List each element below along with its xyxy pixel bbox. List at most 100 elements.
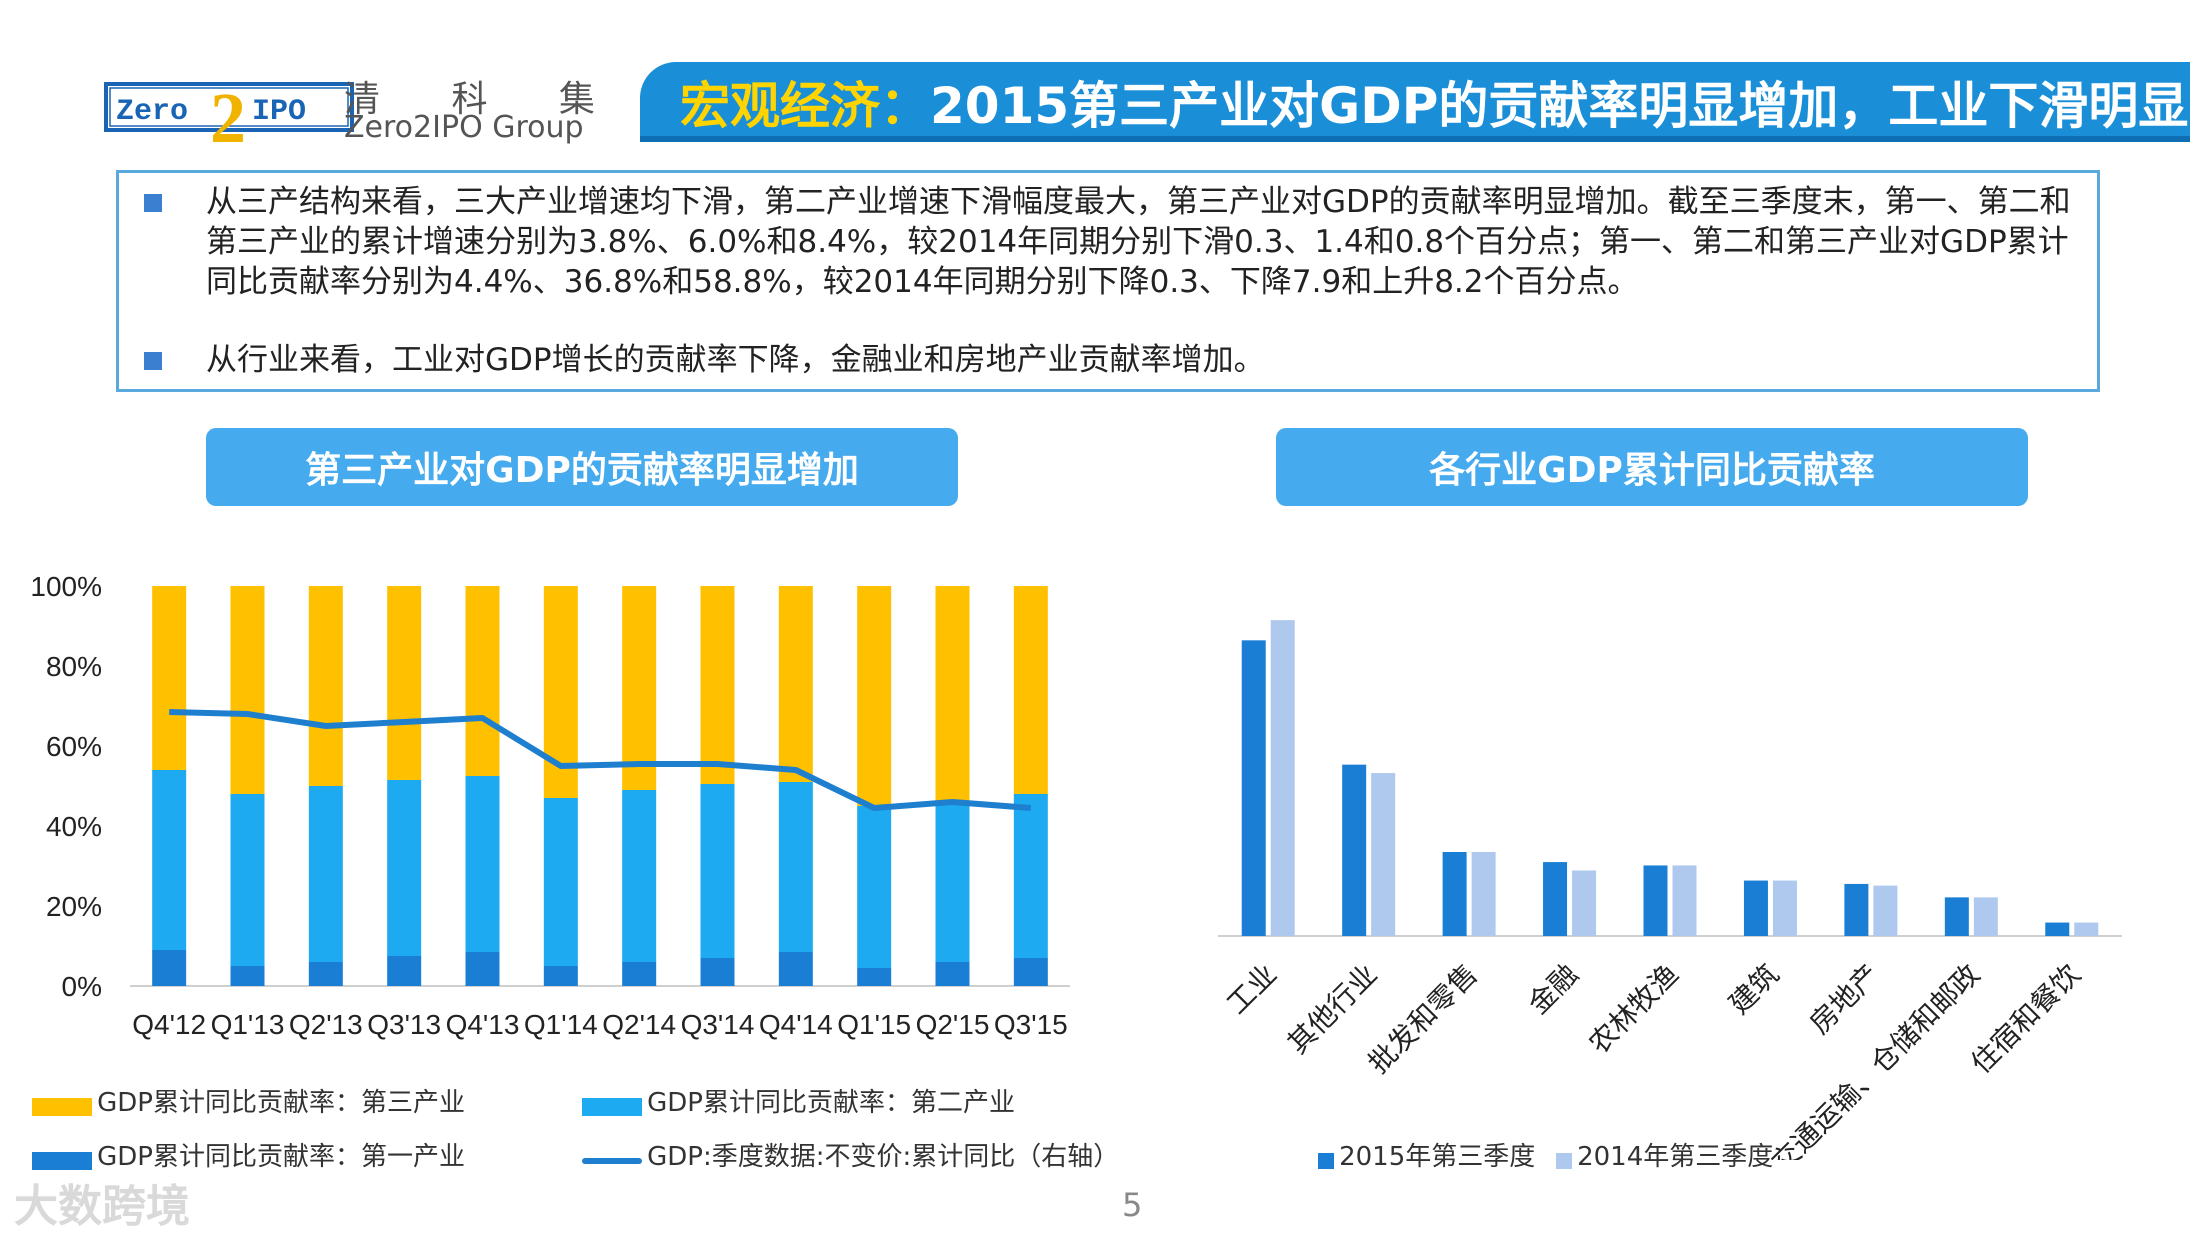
company-name-en: Zero2IPO Group [344,110,584,145]
bar-2014q3 [1873,885,1898,936]
x-tick-label: Q1'13 [211,1009,285,1040]
x-tick-label: Q3'14 [681,1009,755,1040]
legend-item-secondary: GDP累计同比贡献率：第二产业 [582,1082,1015,1119]
legend-swatch-2014q3 [1556,1152,1572,1169]
bar-segment-primary [857,968,892,986]
bar-segment-primary [778,952,813,986]
bullet-square-icon [144,352,162,370]
watermark: 大数跨境 [14,1181,190,1232]
bar-segment-tertiary [465,586,500,776]
bar-segment-secondary [935,802,970,962]
bar-2015q3 [1241,640,1266,936]
x-tick-label: 房地产 [1804,958,1885,1039]
bar-segment-tertiary [935,586,970,802]
legend-swatch-primary [32,1151,92,1170]
bar-segment-primary [935,962,970,986]
legend-swatch-secondary [582,1097,642,1116]
legend-item-primary: GDP累计同比贡献率：第一产业 [32,1136,465,1173]
title-underline [640,136,2190,142]
y-tick-label: 80% [46,651,102,682]
gdp-growth-line [169,709,1032,811]
bar-segment-secondary [1013,794,1048,958]
bar-segment-secondary [622,790,657,962]
bar-segment-primary [543,966,578,986]
x-tick-label: Q3'13 [367,1009,441,1040]
title-highlight: 宏观经济： [680,77,930,135]
title-banner [640,62,2190,136]
bar-2015q3 [1442,852,1467,936]
logo-word-right: IPO [252,95,306,129]
bar-2015q3 [1543,862,1568,936]
legend-label-secondary: GDP累计同比贡献率：第二产业 [647,1088,1015,1118]
page-number: 5 [1122,1186,1143,1224]
bar-segment-tertiary [1013,586,1048,794]
bar-2015q3 [1944,897,1969,936]
logo-word-left: Zero [116,95,188,129]
bar-2015q3 [2045,922,2070,936]
x-tick-label: 金融 [1522,958,1584,1020]
legend-label-primary: GDP累计同比贡献率：第一产业 [97,1142,465,1172]
legend-item-gdp-line: GDP:季度数据:不变价:累计同比（右轴） [582,1136,1119,1173]
bar-segment-tertiary [622,586,657,790]
x-tick-label: Q2'14 [602,1009,676,1040]
bar-2014q3 [2074,922,2099,936]
bar-segment-tertiary [152,586,187,770]
bar-2014q3 [1772,880,1797,936]
legend-swatch-2015q3 [1318,1152,1334,1169]
bar-2015q3 [1844,883,1869,936]
x-tick-label: 其他行业 [1282,958,1383,1059]
y-tick-label: 60% [46,731,102,762]
bar-segment-tertiary [387,586,422,780]
summary-box [116,170,2100,392]
bullet-square-icon [144,194,162,212]
logo-numeral: 2 [210,78,246,146]
bar-2015q3 [1342,764,1367,936]
x-tick-label: 批发和零售 [1362,958,1483,1079]
legend-item-tertiary: GDP累计同比贡献率：第三产业 [32,1082,465,1119]
bar-segment-primary [1013,958,1048,986]
legend-label-2015q3: 2015年第三季度 [1339,1142,1536,1172]
left-chart-header: 第三产业对GDP的贡献率明显增加 [206,428,958,506]
y-tick-label: 20% [46,891,102,922]
zero2ipo-logo: Zero 2 IPO [104,76,354,158]
bar-segment-primary [387,956,422,986]
bar-segment-primary [465,952,500,986]
x-tick-label: Q4'13 [446,1009,520,1040]
legend-item-2014q3: 2014年第三季度 [1556,1136,1773,1173]
title-rest: 2015第三产业对GDP的贡献率明显增加，工业下滑明显 [930,77,2189,135]
bar-segment-tertiary [308,586,343,786]
bar-segment-secondary [230,794,265,966]
x-tick-label: 住宿和餐饮 [1965,958,2086,1079]
legend-swatch-tertiary [32,1097,92,1116]
bar-segment-tertiary [700,586,735,784]
bar-segment-secondary [152,770,187,950]
y-tick-label: 0% [62,971,102,1002]
bar-segment-primary [230,966,265,986]
x-tick-label: Q3'15 [994,1009,1068,1040]
right-chart-header: 各行业GDP累计同比贡献率 [1276,428,2028,506]
legend-label-gdp-line: GDP:季度数据:不变价:累计同比（右轴） [647,1142,1120,1172]
x-tick-label: 建筑 [1723,958,1785,1020]
page-title: 宏观经济：2015第三产业对GDP的贡献率明显增加，工业下滑明显 [680,66,2188,138]
bar-segment-secondary [700,784,735,958]
bar-2014q3 [1270,620,1295,936]
bar-segment-secondary [857,806,892,968]
bar-2014q3 [1973,897,1998,936]
bar-segment-tertiary [857,586,892,806]
stacked-bar-chart: 0%20%40%60%80%100%Q4'12 Q1'13 Q2'13 Q3'13 Q4… [30,571,1070,1040]
bar-segment-primary [308,962,343,986]
bar-segment-secondary [465,776,500,952]
bar-segment-primary [700,958,735,986]
x-tick-label: Q4'14 [759,1009,833,1040]
x-tick-label: Q2'15 [916,1009,990,1040]
bar-2015q3 [1743,880,1768,936]
bar-segment-secondary [387,780,422,956]
bar-2014q3 [1672,865,1697,936]
bar-segment-secondary [778,782,813,952]
bar-segment-secondary [543,798,578,966]
bar-2015q3 [1643,865,1668,936]
legend-swatch-line [582,1157,642,1164]
summary-paragraph-2: 从行业来看，工业对GDP增长的贡献率下降，金融业和房地产业贡献率增加。 [206,342,1265,378]
y-tick-label: 40% [46,811,102,842]
